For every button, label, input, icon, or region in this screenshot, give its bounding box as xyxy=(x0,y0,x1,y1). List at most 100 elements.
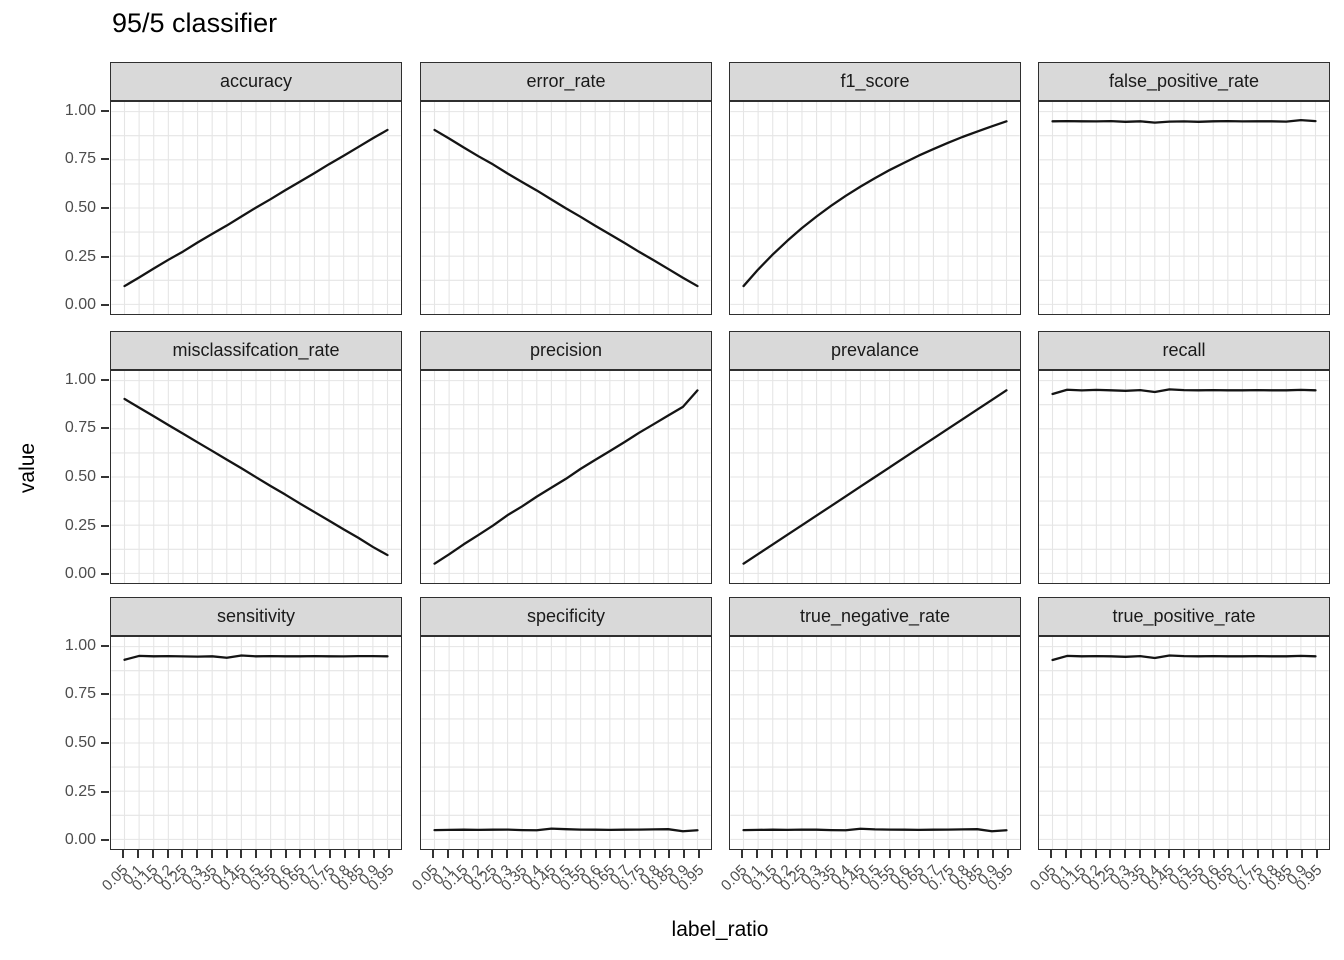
facet-strip: misclassifcation_rate xyxy=(110,331,402,370)
facet-strip-label: false_positive_rate xyxy=(1108,71,1260,91)
x-tick-mark xyxy=(888,850,891,858)
facet-strip: prevalance xyxy=(729,331,1021,370)
facet-strip-label: error_rate xyxy=(526,71,606,91)
x-tick-mark xyxy=(491,850,494,858)
metric-line-prevalance xyxy=(742,389,1008,565)
x-tick-mark xyxy=(358,850,361,858)
metric-line-false_positive_rate xyxy=(1051,118,1317,124)
facet-strip: false_positive_rate xyxy=(1038,62,1330,101)
x-tick-mark xyxy=(594,850,597,858)
y-tick-label: 1.00 xyxy=(64,636,96,654)
x-tick-mark xyxy=(1079,850,1082,858)
facet-strip-label: prevalance xyxy=(830,340,920,360)
x-tick-mark xyxy=(1212,850,1215,858)
y-tick-mark xyxy=(101,644,109,647)
x-tick-mark xyxy=(1094,850,1097,858)
x-tick-mark xyxy=(638,850,641,858)
x-tick-mark xyxy=(977,850,980,858)
y-tick-label: 0.75 xyxy=(64,685,96,703)
x-tick-mark xyxy=(653,850,656,858)
x-tick-mark xyxy=(741,850,744,858)
facet-strip-label: recall xyxy=(1162,340,1206,360)
metric-line-f1_score xyxy=(742,120,1008,288)
metric-line-sensitivity xyxy=(123,654,389,661)
metric-line-precision xyxy=(433,389,699,565)
y-tick-mark xyxy=(101,158,109,161)
x-tick-mark xyxy=(314,850,316,858)
x-tick-mark xyxy=(947,850,950,858)
x-tick-mark xyxy=(166,850,169,858)
facet-panel-prevalance xyxy=(729,370,1021,584)
x-tick-mark xyxy=(874,850,876,858)
facet-strip-label: f1_score xyxy=(840,71,910,91)
metric-line-specificity xyxy=(433,827,699,833)
metric-line-true_positive_rate xyxy=(1051,654,1317,662)
x-tick-mark xyxy=(137,850,139,858)
y-tick-mark xyxy=(101,207,109,209)
y-tick-label: 1.00 xyxy=(64,370,96,388)
x-tick-mark xyxy=(1050,850,1053,858)
facet-strip: f1_score xyxy=(729,62,1021,101)
x-tick-mark xyxy=(225,850,228,858)
metric-line-recall xyxy=(1051,388,1317,396)
x-tick-mark xyxy=(1271,850,1274,858)
facet-strip: true_positive_rate xyxy=(1038,597,1330,636)
facet-panel-accuracy xyxy=(110,101,402,315)
y-tick-label: 0.50 xyxy=(64,468,96,485)
x-tick-mark xyxy=(668,850,671,858)
x-tick-mark xyxy=(255,850,257,858)
facet-strip-label: true_negative_rate xyxy=(799,606,951,626)
x-tick-mark xyxy=(1315,850,1318,858)
facet-strip-label: precision xyxy=(529,340,603,360)
x-tick-mark xyxy=(918,850,921,858)
x-tick-mark xyxy=(1065,850,1067,858)
x-tick-mark xyxy=(387,850,390,858)
facet-strip-label: accuracy xyxy=(219,71,293,91)
x-tick-mark xyxy=(1006,850,1009,858)
y-tick-label: 0.25 xyxy=(64,782,96,800)
facet-strip: accuracy xyxy=(110,62,402,101)
x-tick-mark xyxy=(579,850,582,858)
facet-panel-true_negative_rate xyxy=(729,636,1021,850)
x-tick-mark xyxy=(328,850,331,858)
x-tick-mark xyxy=(1124,850,1126,858)
y-tick-label: 0.75 xyxy=(64,150,96,168)
x-tick-mark xyxy=(785,850,788,858)
x-tick-mark xyxy=(284,850,287,858)
x-tick-mark xyxy=(1197,850,1200,858)
x-tick-mark xyxy=(373,850,375,858)
x-tick-mark xyxy=(1301,850,1303,858)
facet-panel-precision xyxy=(420,370,712,584)
facet-strip: true_negative_rate xyxy=(729,597,1021,636)
facet-panel-error_rate xyxy=(420,101,712,315)
x-tick-mark xyxy=(1227,850,1230,858)
x-tick-mark xyxy=(447,850,449,858)
y-tick-mark xyxy=(101,742,109,744)
x-tick-mark xyxy=(1256,850,1259,858)
x-tick-mark xyxy=(609,850,612,858)
x-tick-mark xyxy=(756,850,758,858)
metric-line-misclassifcation_rate xyxy=(123,397,389,557)
facet-strip-label: specificity xyxy=(526,606,606,626)
y-tick-mark xyxy=(101,304,109,307)
x-tick-mark xyxy=(196,850,198,858)
x-tick-mark xyxy=(299,850,302,858)
x-tick-mark xyxy=(800,850,803,858)
x-tick-mark xyxy=(565,850,567,858)
facet-panel-misclassifcation_rate xyxy=(110,370,402,584)
x-tick-mark xyxy=(1109,850,1112,858)
facet-strip: precision xyxy=(420,331,712,370)
x-tick-mark xyxy=(770,850,773,858)
x-axis-title: label_ratio xyxy=(671,918,769,941)
facet-strip: recall xyxy=(1038,331,1330,370)
y-tick-label: 0.50 xyxy=(64,199,96,216)
x-tick-mark xyxy=(461,850,464,858)
x-tick-mark xyxy=(151,850,154,858)
y-tick-label: 0.00 xyxy=(64,296,96,314)
facet-strip: error_rate xyxy=(420,62,712,101)
x-tick-mark xyxy=(550,850,553,858)
y-tick-label: 0.75 xyxy=(64,419,96,437)
metric-line-true_negative_rate xyxy=(742,827,1008,833)
metric-line-error_rate xyxy=(433,128,699,288)
y-tick-label: 0.00 xyxy=(64,565,96,583)
